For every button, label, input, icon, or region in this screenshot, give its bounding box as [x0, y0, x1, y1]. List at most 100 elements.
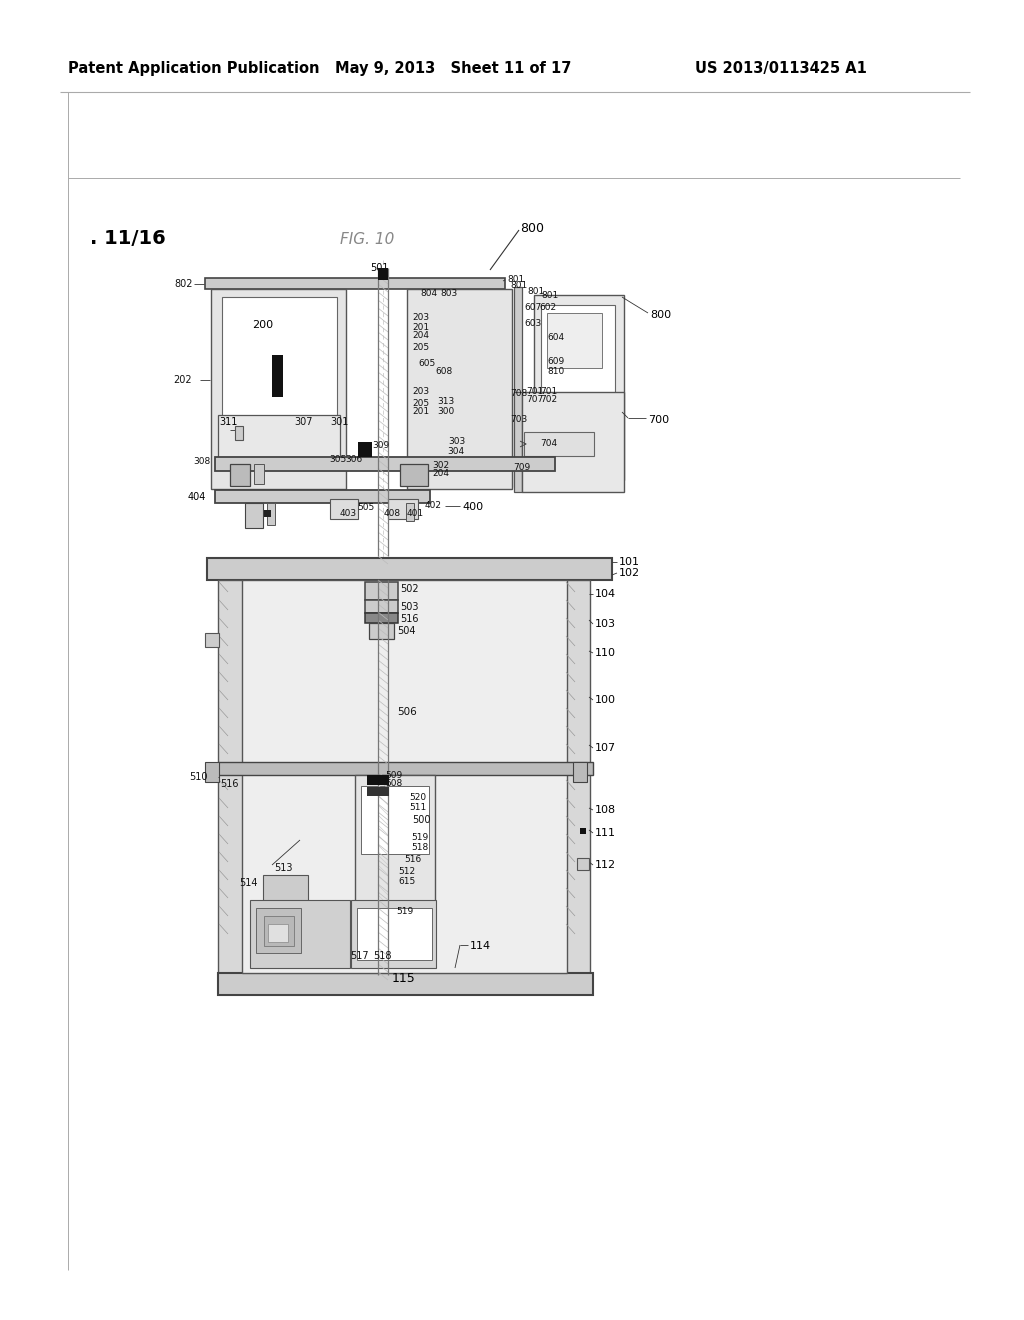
Text: 701: 701: [540, 388, 557, 396]
Text: 518: 518: [411, 843, 428, 853]
Text: 505: 505: [357, 503, 374, 511]
Text: 801: 801: [510, 281, 527, 290]
Text: US 2013/0113425 A1: US 2013/0113425 A1: [695, 61, 867, 75]
Text: 201: 201: [412, 322, 429, 331]
Text: 520: 520: [409, 793, 426, 803]
Bar: [234, 426, 243, 440]
Text: 204: 204: [412, 331, 429, 341]
Text: 300: 300: [437, 408, 455, 417]
Text: 501: 501: [370, 263, 388, 273]
Text: 707: 707: [526, 396, 544, 404]
Text: 512: 512: [398, 866, 415, 875]
Bar: [264, 510, 271, 517]
Text: 810: 810: [547, 367, 564, 375]
Text: 400: 400: [462, 502, 483, 512]
Text: 203: 203: [412, 388, 429, 396]
Bar: [230, 465, 250, 486]
Text: Patent Application Publication: Patent Application Publication: [68, 61, 319, 75]
Text: 704: 704: [540, 440, 557, 449]
Bar: [250, 900, 350, 968]
Text: 801: 801: [527, 286, 544, 296]
Text: 800: 800: [650, 310, 671, 319]
Bar: [541, 305, 615, 400]
Text: 608: 608: [435, 367, 453, 375]
Bar: [357, 908, 432, 960]
Bar: [242, 579, 567, 973]
Text: 205: 205: [412, 399, 429, 408]
Text: 516: 516: [220, 779, 239, 789]
Bar: [264, 916, 294, 946]
Bar: [205, 634, 219, 647]
Text: 801: 801: [541, 292, 558, 301]
Bar: [522, 392, 624, 492]
Text: 709: 709: [513, 462, 530, 471]
Bar: [330, 499, 358, 519]
Text: 516: 516: [400, 614, 419, 624]
Text: 100: 100: [595, 696, 616, 705]
Text: 402: 402: [425, 502, 442, 511]
Text: 111: 111: [595, 828, 616, 838]
Text: 609: 609: [547, 358, 564, 367]
Bar: [358, 442, 372, 457]
Bar: [267, 503, 275, 525]
Text: 107: 107: [595, 743, 616, 752]
Text: 504: 504: [397, 626, 416, 636]
Bar: [361, 785, 429, 854]
Bar: [365, 582, 398, 601]
Bar: [367, 775, 389, 785]
Text: 511: 511: [409, 804, 426, 813]
Bar: [534, 294, 624, 480]
Bar: [218, 973, 593, 995]
Bar: [565, 579, 590, 979]
Bar: [263, 875, 308, 933]
Bar: [254, 465, 264, 484]
Text: 518: 518: [373, 950, 391, 961]
Text: 204: 204: [432, 470, 449, 479]
Bar: [205, 762, 219, 781]
Text: 305: 305: [329, 455, 346, 465]
Text: 303: 303: [449, 437, 465, 446]
Text: 803: 803: [440, 289, 458, 297]
Text: 801: 801: [507, 276, 524, 285]
Text: 108: 108: [595, 805, 616, 814]
Text: 514: 514: [240, 878, 258, 888]
Text: 404: 404: [187, 492, 206, 502]
Text: May 9, 2013   Sheet 11 of 17: May 9, 2013 Sheet 11 of 17: [335, 61, 571, 75]
Text: 800: 800: [520, 222, 544, 235]
Text: 307: 307: [294, 417, 312, 426]
Text: 700: 700: [648, 414, 669, 425]
Bar: [218, 414, 340, 467]
Text: 304: 304: [447, 446, 464, 455]
Text: 201: 201: [412, 408, 429, 417]
Text: 703: 703: [510, 416, 527, 425]
Text: 802: 802: [174, 279, 193, 289]
Text: 500: 500: [412, 814, 430, 825]
Text: 115: 115: [392, 972, 416, 985]
Bar: [406, 503, 414, 521]
Bar: [577, 858, 589, 870]
Text: 309: 309: [372, 441, 389, 450]
Text: 519: 519: [411, 833, 428, 842]
Text: 403: 403: [340, 510, 357, 519]
Bar: [215, 490, 430, 503]
Bar: [573, 762, 587, 781]
Text: 603: 603: [524, 318, 542, 327]
Text: 615: 615: [398, 876, 416, 886]
Text: FIG. 10: FIG. 10: [340, 232, 394, 248]
Text: 308: 308: [194, 458, 211, 466]
Text: 103: 103: [595, 619, 616, 630]
Text: 517: 517: [350, 950, 369, 961]
Text: 306: 306: [345, 455, 362, 465]
Text: 102: 102: [618, 568, 640, 578]
Bar: [351, 900, 436, 968]
Text: 408: 408: [384, 510, 401, 519]
Bar: [407, 289, 512, 488]
Text: 513: 513: [274, 863, 293, 873]
Bar: [245, 503, 263, 528]
Bar: [256, 908, 301, 953]
Bar: [205, 279, 505, 289]
Text: 702: 702: [540, 396, 557, 404]
Text: 502: 502: [400, 583, 419, 594]
Text: 101: 101: [618, 557, 640, 568]
Text: 708: 708: [510, 389, 527, 399]
